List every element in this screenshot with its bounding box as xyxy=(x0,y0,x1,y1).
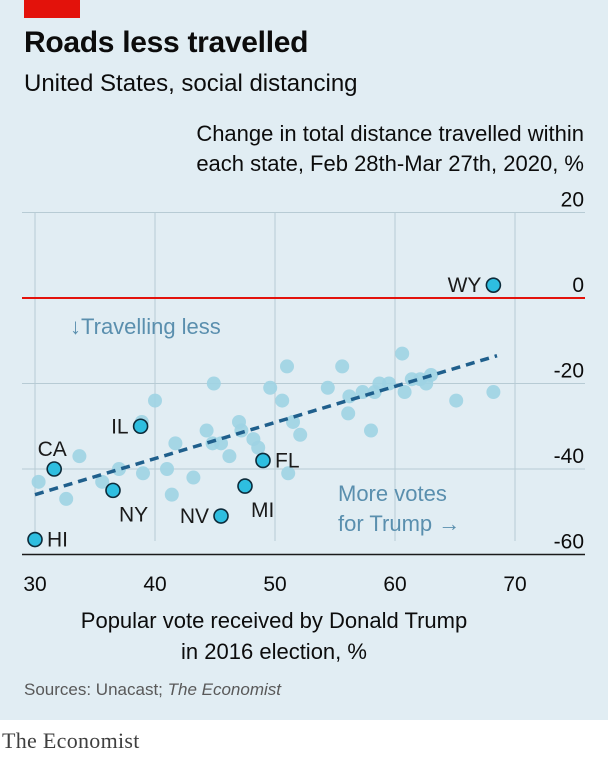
gridlines xyxy=(22,212,585,556)
state-point-wy xyxy=(485,277,502,293)
state-point xyxy=(341,406,356,421)
chart-headline: Roads less travelled xyxy=(24,26,309,59)
state-point xyxy=(164,487,179,502)
y-tick-labels: 20 0 -20 -40 -60 xyxy=(554,189,584,554)
state-point xyxy=(364,423,378,438)
state-point xyxy=(486,385,501,400)
state-label-hi: HI xyxy=(47,529,68,552)
scatter-chart: Change in total distance travelled withi… xyxy=(22,121,585,664)
x-tick-label: 50 xyxy=(263,573,286,596)
state-point xyxy=(59,491,74,506)
state-point xyxy=(206,376,221,391)
state-point-ny xyxy=(105,482,121,499)
source-publisher: The Economist xyxy=(167,680,282,699)
state-point xyxy=(136,466,150,481)
state-label-mi: MI xyxy=(251,499,274,522)
x-axis-title-line-1: Popular vote received by Donald Trump xyxy=(81,608,467,633)
state-point xyxy=(275,393,290,408)
state-label-nv: NV xyxy=(180,505,209,528)
state-point xyxy=(449,393,464,408)
x-tick-labels: 30 40 50 60 70 xyxy=(23,573,526,596)
state-point-fl xyxy=(255,452,271,469)
y-tick-label: -40 xyxy=(554,445,584,468)
state-point xyxy=(148,393,162,408)
state-label-fl: FL xyxy=(275,449,300,472)
y-tick-label: 0 xyxy=(572,274,584,297)
x-axis-title-line-2: in 2016 election, % xyxy=(181,639,367,664)
state-point xyxy=(112,462,126,476)
source-prefix: Sources: Unacast; xyxy=(24,680,168,699)
state-point xyxy=(280,359,294,374)
more-votes-annotation-line-2: for Trump → xyxy=(338,511,460,536)
state-point-il xyxy=(132,418,149,435)
state-point xyxy=(320,380,335,395)
state-point xyxy=(251,440,266,455)
state-points xyxy=(31,346,501,506)
state-point xyxy=(214,436,228,451)
state-point xyxy=(168,436,183,451)
state-point xyxy=(286,414,300,429)
state-point xyxy=(199,423,214,438)
y-axis-title-line-2: each state, Feb 28th-Mar 27th, 2020, % xyxy=(196,151,584,176)
state-point-mi xyxy=(237,478,253,494)
state-point xyxy=(335,359,350,374)
more-votes-annotation-line-1: More votes xyxy=(338,481,447,506)
highlighted-state-points xyxy=(27,277,502,548)
state-label-wy: WY xyxy=(448,274,482,297)
y-tick-label: -20 xyxy=(554,360,584,383)
state-point xyxy=(222,449,237,464)
state-point xyxy=(382,376,396,391)
state-point xyxy=(397,385,412,400)
chart-panel: Roads less travelled United States, soci… xyxy=(0,0,608,720)
travelling-less-annotation: ↓Travelling less xyxy=(70,314,221,339)
state-point xyxy=(160,462,174,476)
state-point xyxy=(372,376,387,391)
state-point xyxy=(293,427,308,442)
economist-brand: The Economist xyxy=(2,728,140,753)
state-point xyxy=(95,474,110,489)
y-tick-label: -60 xyxy=(554,531,584,554)
source-note: Sources: Unacast; The Economist xyxy=(24,680,281,700)
trend-line xyxy=(34,354,498,497)
state-point xyxy=(31,474,46,489)
state-label-ny: NY xyxy=(119,503,148,526)
chart-subheadline: United States, social distancing xyxy=(24,70,358,97)
brand-red-tag xyxy=(24,0,80,18)
state-point-nv xyxy=(213,508,229,524)
x-tick-label: 30 xyxy=(23,573,46,596)
state-point-ca xyxy=(46,461,63,477)
highlighted-state-labels: WY IL CA FL NY MI NV HI xyxy=(38,274,482,551)
state-point xyxy=(186,470,201,485)
x-tick-label: 70 xyxy=(503,573,526,596)
state-point xyxy=(263,380,278,395)
x-tick-label: 60 xyxy=(383,573,406,596)
state-point xyxy=(72,449,87,464)
y-tick-label: 20 xyxy=(561,189,584,212)
state-point-hi xyxy=(27,531,43,548)
state-label-il: IL xyxy=(111,415,129,438)
state-label-ca: CA xyxy=(38,438,67,461)
state-point xyxy=(395,346,410,361)
state-point xyxy=(281,466,296,481)
y-axis-title-line-1: Change in total distance travelled withi… xyxy=(196,121,584,146)
x-tick-label: 40 xyxy=(143,573,166,596)
